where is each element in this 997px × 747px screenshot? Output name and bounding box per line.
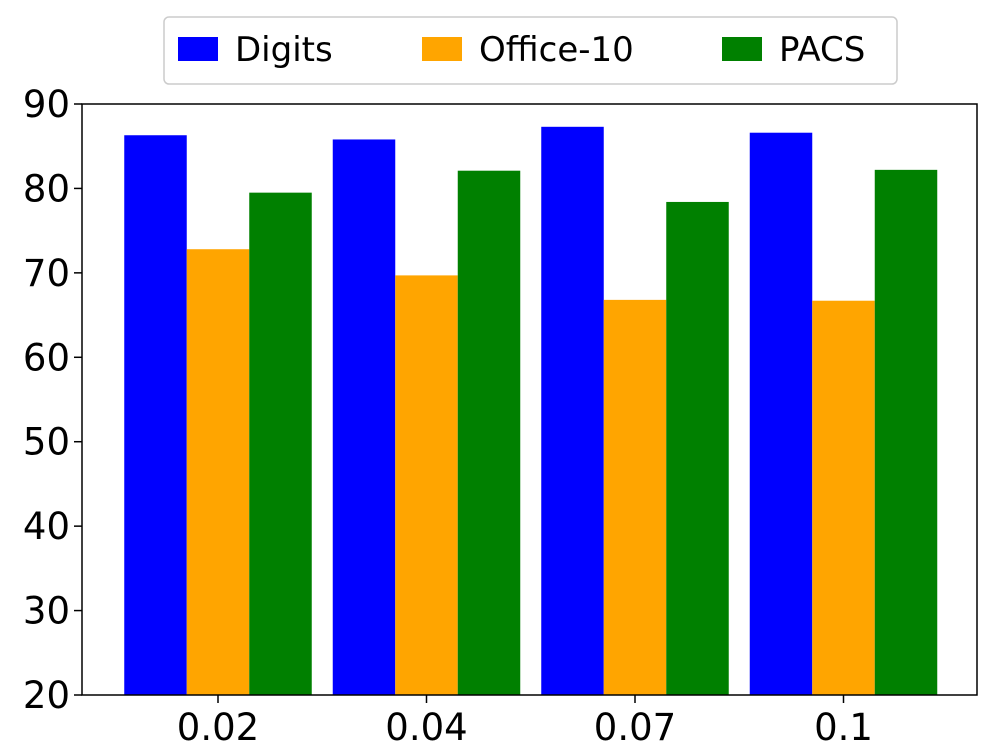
legend-swatch-pacs — [722, 37, 762, 61]
x-axis: 0.02 0.04 0.07 0.1 — [177, 695, 873, 747]
y-tick-label: 50 — [23, 421, 70, 464]
legend: Digits Office-10 PACS — [163, 16, 898, 85]
legend-label-digits: Digits — [235, 30, 333, 70]
y-tick-label: 40 — [23, 505, 70, 548]
x-tick-label: 0.1 — [814, 706, 873, 747]
bar-pacs-0-02 — [249, 192, 312, 695]
bar-pacs-0-07 — [666, 201, 729, 695]
legend-swatch-digits — [178, 37, 218, 61]
bar-office-10-0-04 — [395, 275, 458, 695]
y-tick-label: 90 — [23, 83, 70, 126]
y-tick-label: 30 — [23, 590, 70, 633]
bar-office-10-0-1 — [812, 300, 875, 695]
y-tick-label: 20 — [23, 674, 70, 717]
bars — [124, 126, 938, 696]
plot-frame — [81, 103, 978, 696]
legend-swatch-office-10 — [422, 37, 462, 61]
bar-digits-0-04 — [332, 139, 396, 695]
bar-office-10-0-07 — [603, 299, 667, 695]
bar-pacs-0-1 — [874, 169, 938, 696]
x-tick-label: 0.04 — [385, 706, 467, 747]
y-tick-label: 80 — [23, 167, 70, 210]
bar-digits-0-07 — [541, 126, 604, 696]
legend-label-office-10: Office-10 — [479, 30, 634, 70]
bar-pacs-0-04 — [457, 170, 521, 695]
y-tick-label: 70 — [23, 252, 70, 295]
legend-label-pacs: PACS — [779, 30, 865, 70]
bar-office-10-0-02 — [186, 249, 250, 695]
y-tick-label: 60 — [23, 336, 70, 379]
legend-frame — [163, 16, 898, 85]
y-axis: 20 30 40 50 60 70 80 90 — [23, 83, 82, 717]
x-tick-label: 0.07 — [594, 706, 676, 747]
bar-digits-0-02 — [124, 135, 187, 696]
bar-digits-0-1 — [749, 132, 813, 695]
x-tick-label: 0.02 — [177, 706, 259, 747]
